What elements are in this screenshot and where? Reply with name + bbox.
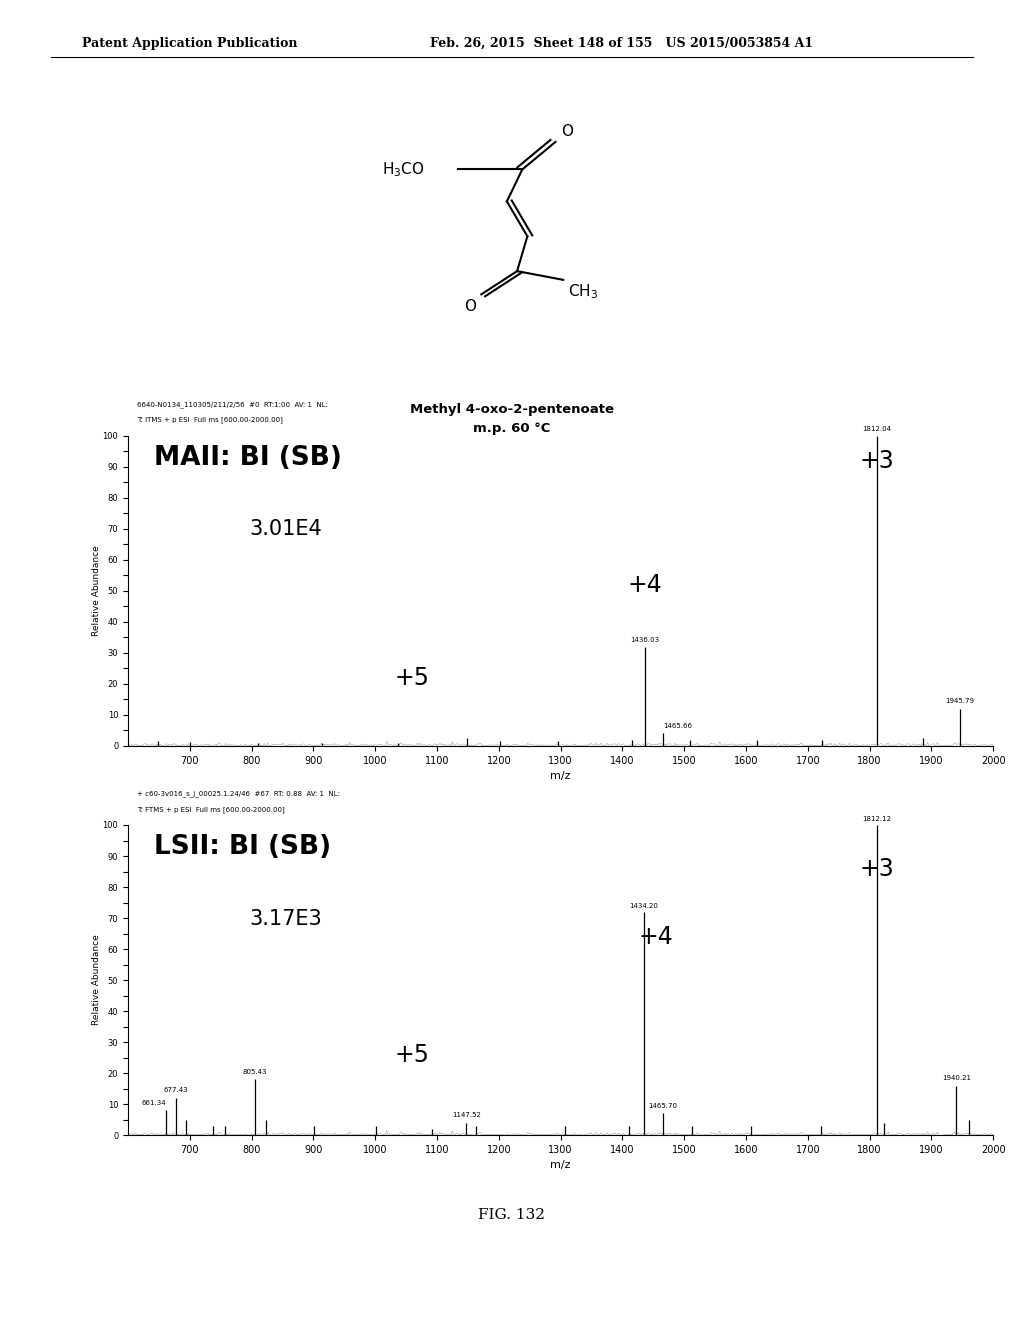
Text: +3: +3	[860, 857, 894, 880]
Text: H$_3$CO: H$_3$CO	[382, 160, 425, 178]
Text: 1812.04: 1812.04	[862, 426, 892, 433]
Text: 1465.70: 1465.70	[648, 1102, 678, 1109]
Text: +5: +5	[395, 1043, 430, 1067]
Text: + c60-3v016_s_j_00025.1.24/46  #67  RT: 0.88  AV: 1  NL:: + c60-3v016_s_j_00025.1.24/46 #67 RT: 0.…	[136, 791, 340, 797]
Text: O: O	[464, 298, 476, 314]
Text: LSII: BI (SB): LSII: BI (SB)	[154, 834, 331, 861]
Y-axis label: Relative Abundance: Relative Abundance	[92, 935, 101, 1026]
Text: 1945.79: 1945.79	[945, 698, 974, 704]
Text: Patent Application Publication: Patent Application Publication	[82, 37, 297, 50]
Text: 1434.20: 1434.20	[629, 903, 658, 908]
Text: Methyl 4-oxo-2-pentenoate: Methyl 4-oxo-2-pentenoate	[410, 403, 614, 416]
Text: 1465.66: 1465.66	[663, 723, 692, 729]
Text: CH$_3$: CH$_3$	[568, 282, 598, 301]
Text: m.p. 60 °C: m.p. 60 °C	[473, 422, 551, 436]
X-axis label: m/z: m/z	[550, 771, 571, 781]
X-axis label: m/z: m/z	[550, 1160, 571, 1171]
Text: 1940.21: 1940.21	[942, 1074, 971, 1081]
Text: 3.01E4: 3.01E4	[249, 519, 322, 540]
Text: 6640-N0134_110305/211/2/56  #0  RT:1:00  AV: 1  NL:: 6640-N0134_110305/211/2/56 #0 RT:1:00 AV…	[136, 401, 328, 408]
Text: 3.17E3: 3.17E3	[249, 908, 322, 929]
Text: 1147.52: 1147.52	[452, 1113, 481, 1118]
Y-axis label: Relative Abundance: Relative Abundance	[92, 545, 101, 636]
Text: 1436.03: 1436.03	[630, 638, 659, 643]
Text: O: O	[561, 124, 572, 139]
Text: +3: +3	[860, 449, 894, 473]
Text: 677.43: 677.43	[164, 1088, 188, 1093]
Text: T: ITMS + p ESI  Full ms [600.00-2000.00]: T: ITMS + p ESI Full ms [600.00-2000.00]	[136, 416, 283, 424]
Text: T: FTMS + p ESI  Full ms [600.00-2000.00]: T: FTMS + p ESI Full ms [600.00-2000.00]	[136, 805, 285, 813]
Text: 805.43: 805.43	[243, 1069, 267, 1074]
Text: +4: +4	[638, 925, 673, 949]
Text: +5: +5	[395, 667, 430, 690]
Text: 661.34: 661.34	[141, 1100, 166, 1106]
Text: Feb. 26, 2015  Sheet 148 of 155   US 2015/0053854 A1: Feb. 26, 2015 Sheet 148 of 155 US 2015/0…	[430, 37, 813, 50]
Text: +4: +4	[628, 573, 663, 597]
Text: FIG. 132: FIG. 132	[478, 1208, 546, 1222]
Text: MAII: BI (SB): MAII: BI (SB)	[154, 445, 342, 471]
Text: 1812.12: 1812.12	[862, 816, 892, 822]
